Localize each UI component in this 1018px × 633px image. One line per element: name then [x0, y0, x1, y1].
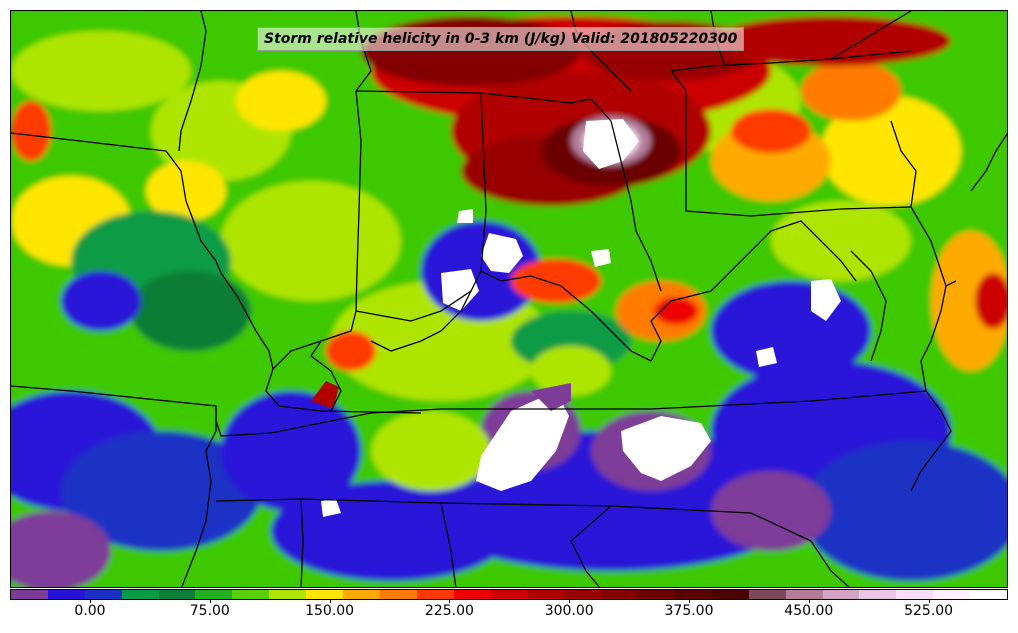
colorbar-segment [84, 590, 122, 599]
colorbar-segment [638, 590, 676, 599]
colorbar-tick [689, 600, 690, 603]
colorbar-ticks: 0.00 75.00 150.00 225.00 300.00 375.00 450.00 5… [10, 600, 1008, 630]
colorbar-tick-label: 300.00 [544, 603, 594, 619]
colorbar-tick-label: 150.00 [305, 603, 355, 619]
colorbar-tick [329, 600, 331, 603]
colorbar-segment [195, 590, 233, 599]
colorbar-segment [970, 590, 1008, 599]
colorbar-segment [379, 590, 417, 599]
colorbar-segment [453, 590, 491, 599]
colorbar [10, 589, 1008, 600]
map-panel: Storm relative helicity in 0-3 km (J/kg)… [10, 10, 1008, 588]
colorbar-segment [933, 590, 971, 599]
colorbar-segment [416, 590, 454, 599]
colorbar-segment [343, 590, 380, 599]
colorbar-segment [564, 590, 602, 599]
map-title: Storm relative helicity in 0-3 km (J/kg)… [257, 27, 745, 51]
colorbar-segment [158, 590, 196, 599]
colorbar-segment [896, 590, 934, 599]
colorbar-tick-label: 75.00 [189, 603, 230, 619]
colorbar-tick [209, 600, 211, 603]
colorbar-segment [11, 590, 48, 599]
colorbar-segment [711, 590, 749, 599]
colorbar-segment [859, 590, 897, 599]
colorbar-tick-label: 525.00 [904, 603, 954, 619]
colorbar-segment [490, 590, 528, 599]
colorbar-segment [748, 590, 786, 599]
colorbar-segment [306, 590, 344, 599]
high-helicity-blobs [311, 119, 841, 517]
colorbar-tick [569, 600, 571, 603]
colorbar-segment [675, 590, 712, 599]
colorbar-segment [822, 590, 860, 599]
colorbar-segment [47, 590, 85, 599]
colorbar-segment [269, 590, 307, 599]
colorbar-tick-label: 450.00 [784, 603, 834, 619]
colorbar-tick [808, 600, 810, 603]
colorbar-tick-label: 375.00 [664, 603, 714, 619]
colorbar-segment [232, 590, 270, 599]
colorbar-tick [90, 600, 91, 603]
colorbar-tick-label: 0.00 [74, 603, 106, 619]
colorbar-segment [785, 590, 823, 599]
colorbar-segment [601, 590, 639, 599]
colorbar-segment [527, 590, 565, 599]
colorbar-tick-label: 225.00 [424, 603, 474, 619]
colorbar-tick [928, 600, 930, 603]
colorbar-tick [449, 600, 451, 603]
state-boundaries [11, 11, 1007, 587]
colorbar-segment [121, 590, 159, 599]
helicity-field [11, 11, 1007, 587]
helicity-map [11, 11, 1007, 587]
